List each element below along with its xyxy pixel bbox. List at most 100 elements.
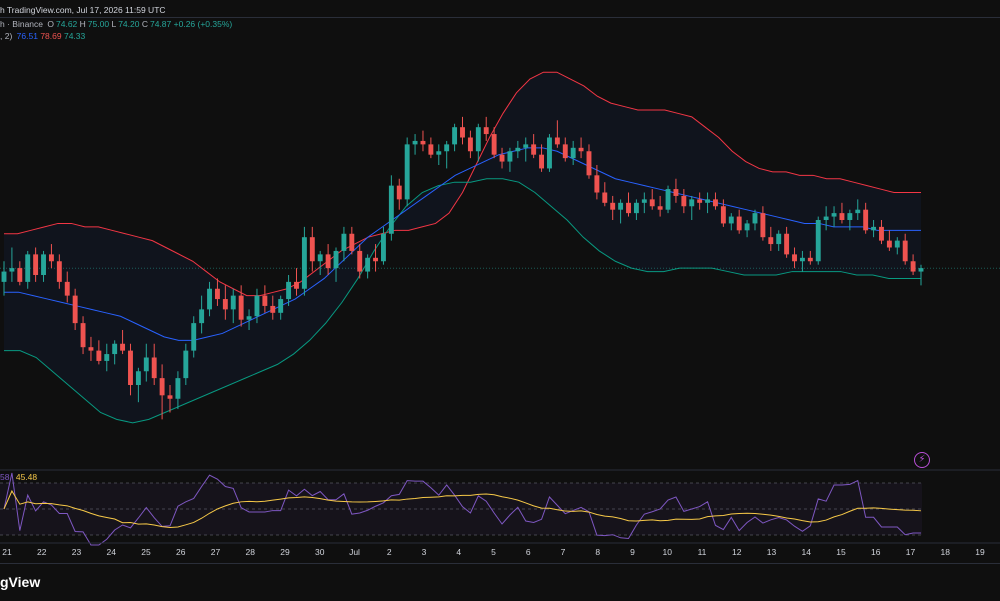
candle-body: [720, 206, 726, 224]
candle-body: [491, 134, 497, 155]
x-tick-label: 5: [491, 547, 496, 557]
rsi-ma-value: 45.48: [15, 472, 38, 482]
candle-body: [278, 299, 284, 313]
candle-body: [570, 147, 576, 159]
x-tick-label: 30: [315, 547, 325, 557]
candle-body: [301, 237, 307, 289]
lightning-bolt-icon[interactable]: ⚡: [914, 452, 930, 468]
candle-body: [56, 261, 62, 282]
candle-body: [104, 354, 110, 361]
candle-body: [894, 240, 900, 248]
candle-body: [910, 261, 916, 272]
candle-body: [64, 281, 70, 296]
x-tick-label: 11: [698, 547, 707, 557]
candle-body: [855, 209, 861, 214]
symbol-exchange: h · Binance: [0, 19, 43, 29]
candle-body: [902, 240, 908, 262]
candle-body: [88, 347, 94, 351]
x-tick-label: 25: [141, 547, 151, 557]
footer-bar: gView: [0, 563, 1000, 601]
candle-body: [776, 233, 782, 245]
candle-body: [483, 127, 489, 135]
candle-body: [475, 127, 481, 152]
candle-body: [25, 254, 31, 282]
candle-body: [412, 140, 418, 145]
candle-body: [831, 213, 837, 217]
candle-body: [792, 254, 797, 262]
candle-body: [183, 350, 189, 379]
change-value: +0.26 (+0.35%): [173, 19, 233, 29]
low-label: L: [111, 19, 117, 29]
x-tick-label: 17: [906, 547, 916, 557]
candle-body: [610, 202, 616, 210]
chart-source-line: h TradingView.com, Jul 17, 2026 11:59 UT…: [0, 4, 166, 16]
open-value: 74.62: [56, 19, 78, 29]
candle-body: [17, 268, 23, 282]
candle-body: [41, 254, 46, 275]
x-tick-label: 29: [280, 547, 290, 557]
candle-body: [388, 185, 394, 234]
candle-body: [191, 323, 197, 351]
candle-body: [728, 216, 734, 224]
candle-body: [143, 357, 149, 372]
rsi-value: 58: [0, 472, 10, 482]
candle-body: [879, 226, 884, 241]
candle-body: [460, 127, 465, 138]
x-tick-label: Jul: [349, 547, 360, 557]
candle-body: [649, 199, 655, 207]
candle-body: [444, 144, 450, 152]
candle-body: [309, 237, 315, 262]
candle-body: [270, 305, 276, 313]
candle-body: [135, 371, 141, 385]
candle-body: [333, 250, 339, 269]
candle-body: [80, 323, 86, 348]
candle-body: [294, 281, 299, 289]
candle-body: [531, 144, 537, 155]
candle-body: [365, 257, 371, 272]
candle-body: [214, 288, 220, 300]
candle-body: [681, 195, 687, 207]
bollinger-legend[interactable]: , 2) 76.51 78.69 74.33: [0, 30, 85, 42]
candle-body: [238, 295, 244, 320]
candle-body: [349, 233, 355, 251]
candle-body: [744, 223, 750, 231]
candle-body: [586, 151, 592, 176]
ohlc-legend[interactable]: h · Binance O 74.62 H 75.00 L 74.20 C 74.87 …: [0, 18, 232, 30]
candle-body: [689, 199, 695, 207]
candle-body: [467, 137, 473, 152]
candle-body: [562, 144, 568, 159]
chart-canvas[interactable]: 21 22 23 24 25 26 27 28 29 30 Jul 2 3 4 5 6 7 8 9 10 11 12 13 1…: [0, 0, 1000, 563]
candle-body: [499, 154, 505, 162]
candle-body: [396, 185, 402, 200]
x-tick-label: 16: [871, 547, 881, 557]
high-value: 75.00: [87, 19, 110, 29]
candle-body: [404, 144, 410, 200]
bb-upper-value: 78.69: [40, 31, 62, 41]
source-text: h TradingView.com, Jul 17, 2026 11:59 UT…: [0, 5, 166, 15]
candle-body: [33, 254, 39, 275]
bb-params: , 2): [0, 31, 13, 41]
candle-body: [673, 189, 679, 196]
candle-body: [317, 254, 323, 262]
x-tick-label: 24: [107, 547, 117, 557]
bb-upper-line: [4, 71, 921, 297]
close-value: 74.87: [149, 19, 172, 29]
candle-body: [602, 192, 608, 203]
x-tick-label: 27: [211, 547, 221, 557]
candle-body: [665, 189, 671, 210]
candle-body: [886, 240, 892, 248]
x-tick-label: 23: [72, 547, 82, 557]
candle-body: [705, 199, 711, 203]
candle-body: [752, 213, 758, 224]
candle-body: [222, 299, 228, 310]
candle-body: [420, 140, 426, 145]
candle-body: [823, 216, 829, 220]
candle-body: [507, 151, 513, 162]
rsi-legend[interactable]: 58 45.48: [0, 471, 37, 483]
x-tick-label: 6: [526, 547, 531, 557]
candle-body: [159, 378, 165, 396]
candle-body: [325, 254, 331, 269]
low-value: 74.20: [118, 19, 140, 29]
x-tick-label: 2: [387, 547, 392, 557]
candle-body: [807, 257, 813, 262]
